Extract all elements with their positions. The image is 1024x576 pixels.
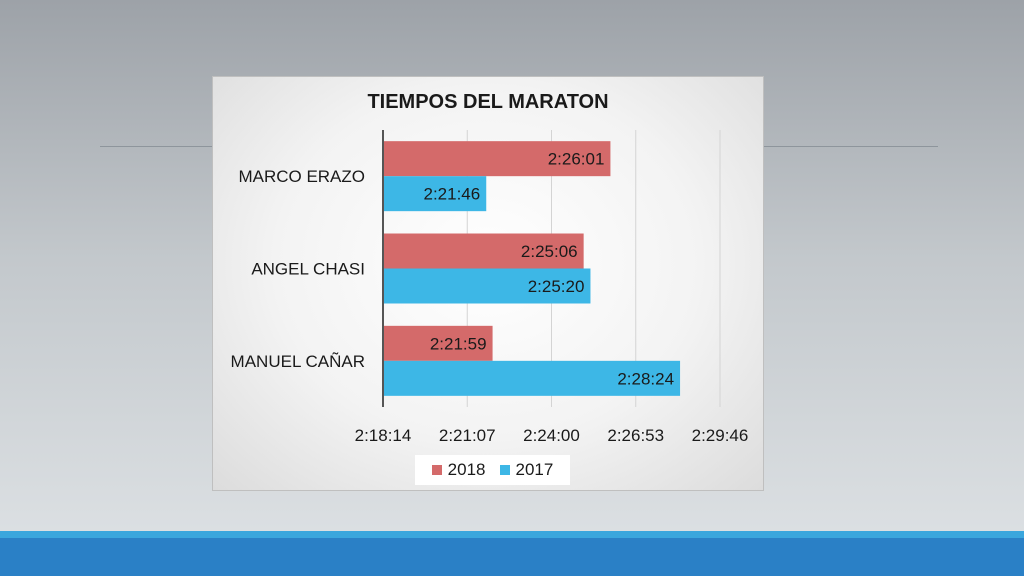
- x-tick-label: 2:26:53: [607, 426, 664, 445]
- category-label: MARCO ERAZO: [238, 167, 365, 186]
- bar-2018: [383, 141, 611, 177]
- x-tick-label: 2:24:00: [523, 426, 580, 445]
- legend-swatch-2017: [499, 465, 510, 475]
- data-label-2017: 2:28:24: [617, 369, 674, 388]
- chart-panel: TIEMPOS DEL MARATON 2:18:14 2:21:07 2:24:0…: [212, 76, 764, 491]
- x-tick-label: 2:21:07: [439, 426, 496, 445]
- bar-2018: [383, 325, 493, 361]
- legend-item-2018: 2018: [431, 460, 486, 480]
- chart-title: TIEMPOS DEL MARATON: [367, 91, 609, 113]
- data-label-2017: 2:21:46: [424, 185, 481, 204]
- x-tick-label: 2:18:14: [355, 426, 412, 445]
- legend-swatch-2018: [431, 465, 442, 475]
- category-label: MANUEL CAÑAR: [231, 352, 365, 371]
- footer-bar: [0, 538, 1024, 576]
- bar-2018: [383, 233, 584, 269]
- legend-label-2017: 2017: [515, 460, 554, 479]
- legend-label-2018: 2018: [447, 460, 486, 479]
- data-label-2018: 2:26:01: [548, 150, 605, 169]
- data-label-2018: 2:21:59: [430, 334, 487, 353]
- data-label-2018: 2:25:06: [521, 242, 578, 261]
- bar-2017: [383, 360, 681, 396]
- data-label-2017: 2:25:20: [528, 277, 585, 296]
- x-tick-label: 2:29:46: [692, 426, 749, 445]
- footer-accent-line: [0, 531, 1024, 538]
- category-label: ANGEL CHASI: [251, 260, 365, 279]
- bar-2017: [383, 176, 487, 212]
- chart-legend: 2018 2017: [415, 455, 570, 485]
- bar-2017: [383, 268, 591, 304]
- bar-chart: 2:18:14 2:21:07 2:24:00 2:26:53 2:29:46 MARCO…: [231, 130, 749, 445]
- legend-item-2017: 2017: [499, 460, 554, 480]
